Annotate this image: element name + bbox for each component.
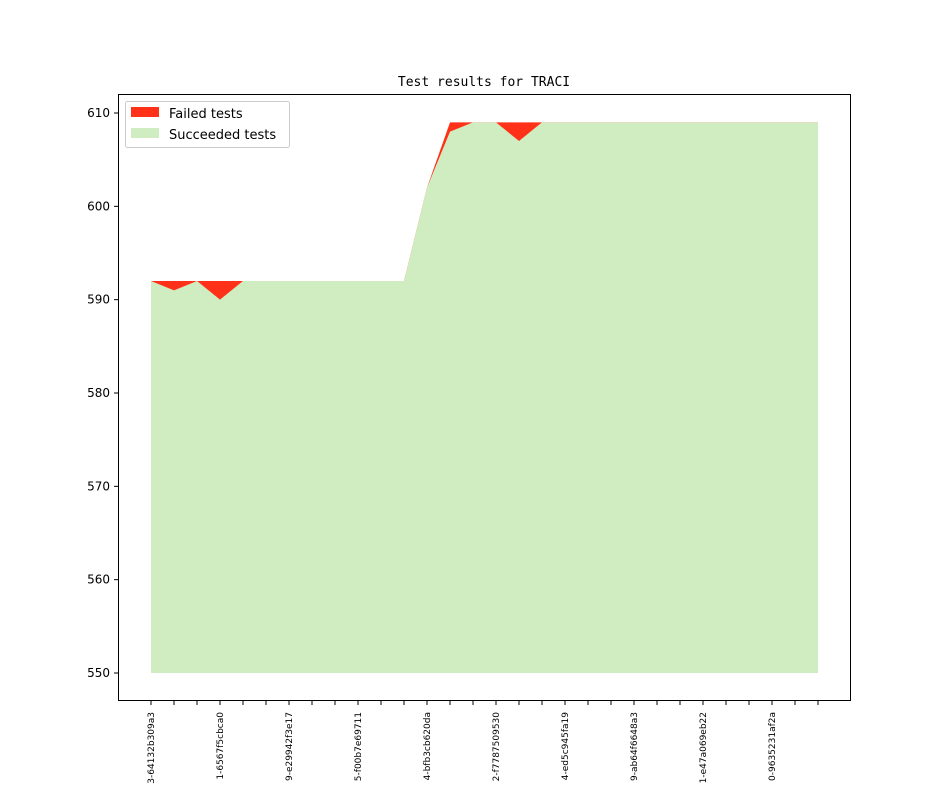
y-tick-label: 550 [87,666,110,680]
x-tick-label: 5-f00b7e69711 [354,712,364,781]
y-axis: 550 560 570 580 590 600 610 [87,106,118,680]
y-tick-label: 590 [87,293,110,307]
y-tick-label: 570 [87,479,110,493]
plot-area [151,122,818,674]
x-tick-label: 1-e47a069eb22 [699,712,709,783]
legend-box [125,101,290,148]
succeeded-tests-area [151,122,818,674]
axes-frame [118,94,851,701]
legend-swatch-succeeded [131,128,159,138]
legend-label-succeeded: Succeeded tests [169,128,276,143]
x-tick-label: 0-9635231af2a [768,712,778,781]
x-tick-label: 3-64132b309a3 [147,712,157,784]
x-tick-label: 2-f7787509530 [492,712,502,782]
x-tick-label: 1-6567f5cbca0 [216,712,226,780]
x-tick-label: 9-e29942f3e17 [285,712,295,781]
x-tick-label: 4-bfb3cb620da [423,712,433,780]
y-tick-label: 610 [87,106,110,120]
legend: Failed tests Succeeded tests [125,101,290,148]
legend-swatch-failed [131,107,159,117]
x-axis: 3-64132b309a3 1-6567f5cbca0 9-e29942f3e17 5… [147,701,819,784]
y-tick-label: 600 [87,199,110,213]
x-tick-label: 9-ab64f6648a3 [630,712,640,781]
y-tick-label: 580 [87,386,110,400]
chart-title: Test results for TRACI [398,75,570,90]
y-tick-label: 560 [87,573,110,587]
x-tick-label: 4-ed5c945fa19 [561,712,571,780]
legend-label-failed: Failed tests [169,107,243,122]
